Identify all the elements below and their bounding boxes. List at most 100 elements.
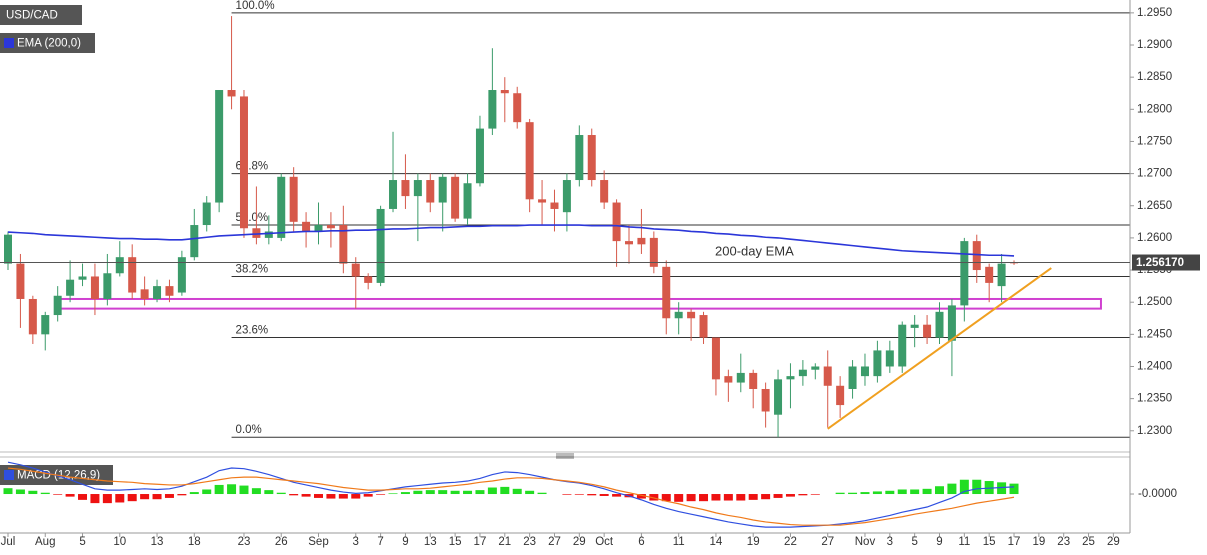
y-tick-label: 1.2500: [1137, 296, 1172, 308]
candle-body: [848, 366, 857, 389]
macd-histogram-bar: [189, 492, 199, 495]
candle-body: [4, 234, 12, 264]
candle-body: [662, 266, 671, 319]
macd-histogram-bar: [202, 489, 212, 495]
x-tick-label: Jul: [1, 536, 16, 548]
x-tick-label: 15: [983, 536, 996, 548]
x-tick-label: 17: [1008, 536, 1021, 548]
macd-histogram-bar: [835, 492, 845, 495]
x-tick-label: 23: [1057, 536, 1070, 548]
candle-body: [78, 276, 87, 280]
macd-histogram-bar: [1009, 483, 1019, 495]
candle-body: [935, 311, 944, 338]
macd-histogram-bar: [102, 494, 112, 504]
x-tick-label: 13: [424, 536, 437, 548]
macd-histogram-bar: [562, 494, 572, 495]
x-tick-label: 22: [784, 536, 797, 548]
y-tick-label: 1.2300: [1137, 425, 1172, 437]
y-tick-label: 1.2950: [1137, 7, 1172, 19]
candle-body: [314, 225, 323, 232]
candle-body: [90, 276, 99, 299]
candle-body: [252, 228, 261, 238]
macd-histogram-bar: [53, 494, 63, 495]
x-tick-label: 29: [1107, 536, 1120, 548]
candle-body: [687, 311, 696, 319]
macd-histogram-bar: [661, 494, 671, 502]
legend-swatch: [4, 470, 14, 480]
macd-histogram-bar: [177, 494, 187, 496]
candle-body: [923, 324, 932, 338]
macd-histogram-bar: [897, 489, 907, 495]
candle-body: [41, 315, 50, 335]
macd-histogram-bar: [314, 494, 323, 498]
last-price-label: 1.256170: [1136, 257, 1184, 269]
x-tick-label: 27: [821, 536, 834, 548]
candle-body: [774, 379, 783, 415]
candle-body: [985, 266, 994, 283]
candle-body: [538, 199, 547, 203]
candle-body: [128, 257, 137, 293]
x-tick-label: 7: [377, 536, 383, 548]
macd-histogram-bar: [500, 486, 510, 495]
x-tick-label: 23: [523, 536, 536, 548]
macd-histogram-bar: [537, 492, 547, 495]
macd-histogram-bar: [860, 492, 870, 495]
macd-histogram-bar: [512, 488, 522, 495]
trendline: [827, 267, 1052, 430]
candle-body: [115, 257, 124, 274]
x-tick-label: 23: [238, 536, 251, 548]
x-tick-label: Sep: [308, 536, 328, 548]
x-tick-label: 3: [887, 536, 893, 548]
macd-histogram-bar: [785, 494, 795, 497]
candle-body: [165, 286, 174, 296]
candle-body: [202, 202, 211, 226]
fib-label: 0.0%: [236, 424, 262, 436]
candle-body: [475, 128, 484, 184]
macd-histogram-bar: [475, 490, 485, 495]
x-tick-label: 3: [353, 536, 359, 548]
macd-histogram-bar: [487, 487, 497, 495]
candle-body: [699, 315, 708, 338]
macd-histogram-bar: [338, 494, 348, 499]
macd-histogram-bar: [636, 494, 646, 499]
macd-line: [7, 461, 1015, 528]
macd-histogram-bar: [376, 494, 386, 495]
candle-body: [575, 135, 584, 181]
macd-histogram-bar: [984, 481, 994, 495]
candle-body: [153, 286, 162, 299]
candle-body: [488, 90, 497, 129]
macd-histogram-bar: [463, 490, 473, 495]
fib-label: 23.6%: [236, 325, 269, 337]
x-tick-label: 6: [638, 536, 644, 548]
macd-histogram-bar: [363, 494, 373, 497]
macd-histogram-bar: [301, 494, 311, 497]
candle-body: [438, 176, 447, 203]
last-price-box: [1132, 254, 1200, 271]
candle-body: [289, 176, 298, 222]
macd-histogram-bar: [810, 494, 820, 495]
candle-body: [215, 90, 224, 203]
candle-body: [612, 202, 621, 242]
macd-histogram-bar: [140, 494, 150, 500]
candle-body: [674, 311, 683, 319]
macd-histogram-bar: [115, 494, 125, 503]
candle-body: [811, 366, 820, 370]
candle-body: [302, 221, 311, 232]
candle-body: [525, 122, 534, 200]
macd-histogram-bar: [872, 491, 882, 495]
macd-histogram-bar: [885, 490, 895, 495]
candle-body: [600, 180, 609, 203]
macd-histogram-bar: [15, 489, 25, 495]
macd-histogram-bar: [773, 494, 783, 498]
y-tick-label: 1.2600: [1137, 232, 1172, 244]
macd-histogram-bar: [28, 490, 38, 495]
y-tick-label: 1.2400: [1137, 361, 1172, 373]
macd-histogram-bar: [798, 494, 808, 496]
candle-body: [960, 241, 969, 306]
macd-histogram-bar: [922, 488, 932, 495]
candle-body: [997, 263, 1006, 287]
candle-body: [972, 241, 981, 271]
